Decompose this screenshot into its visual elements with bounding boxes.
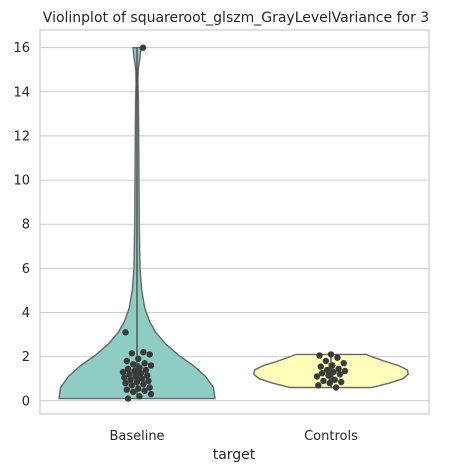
data-point-baseline (128, 382, 136, 389)
data-point-baseline (130, 388, 137, 396)
data-point-controls (335, 365, 342, 372)
data-point-baseline (135, 385, 142, 392)
data-point-controls (316, 352, 323, 359)
data-point-baseline (119, 368, 127, 376)
data-point-baseline (140, 349, 147, 356)
data-point-baseline (142, 366, 150, 374)
y-tick-label-16: 16 (13, 41, 30, 56)
data-point-controls (322, 357, 330, 365)
data-point-baseline (147, 362, 155, 369)
data-point-baseline (139, 44, 147, 51)
y-tick-label-6: 6 (22, 262, 30, 277)
data-point-baseline (141, 387, 148, 394)
data-point-baseline (123, 357, 130, 365)
y-tick-label-12: 12 (13, 129, 30, 144)
data-point-controls (341, 367, 349, 375)
data-point-baseline (126, 371, 133, 378)
x-tick-labels: Baseline Controls (109, 429, 358, 444)
x-tick-label-baseline: Baseline (109, 429, 164, 444)
violin-layer (58, 47, 409, 400)
y-tick-labels: 0 2 4 6 8 10 12 14 16 (13, 41, 30, 409)
data-point-controls (327, 351, 335, 358)
data-point-controls (329, 362, 336, 369)
data-point-controls (330, 368, 337, 376)
data-point-controls (317, 363, 324, 370)
grid-layer (40, 47, 429, 402)
y-tick-label-10: 10 (13, 174, 30, 189)
data-point-controls (315, 382, 322, 389)
data-point-baseline (147, 390, 155, 398)
y-tick-label-4: 4 (22, 306, 30, 321)
data-point-baseline (146, 351, 153, 358)
y-tick-label-2: 2 (22, 350, 30, 365)
data-point-controls (336, 371, 344, 378)
data-point-controls (332, 384, 340, 391)
data-point-controls (326, 379, 333, 387)
data-point-controls (320, 377, 327, 385)
data-point-controls (338, 378, 345, 386)
data-point-controls (324, 366, 331, 374)
x-tick-label-controls: Controls (304, 429, 358, 444)
y-tick-label-0: 0 (22, 394, 30, 409)
data-point-baseline (144, 372, 151, 379)
data-point-baseline (133, 378, 141, 386)
data-point-baseline (136, 364, 143, 371)
data-point-controls (334, 354, 341, 361)
y-tick-label-8: 8 (22, 218, 30, 233)
data-point-baseline (132, 373, 139, 380)
points-layer (119, 44, 349, 402)
data-point-controls (325, 372, 332, 379)
data-point-controls (340, 360, 347, 367)
data-point-baseline (135, 355, 142, 362)
data-point-baseline (145, 377, 152, 385)
data-point-controls (313, 373, 321, 380)
plot-frame (39, 29, 430, 415)
data-point-baseline (130, 361, 137, 368)
data-point-baseline (124, 395, 132, 402)
data-point-controls (318, 370, 326, 377)
data-point-baseline (137, 370, 144, 377)
y-tick-label-14: 14 (13, 85, 30, 100)
data-point-baseline (122, 329, 129, 336)
x-axis-label: target (213, 447, 256, 463)
chart-title: Violinplot of squareroot_glszm_GrayLevel… (43, 10, 429, 26)
data-point-baseline (127, 376, 134, 383)
data-point-baseline (136, 393, 143, 400)
data-point-controls (331, 376, 338, 383)
data-point-baseline (122, 379, 129, 387)
data-point-baseline (141, 360, 148, 367)
data-point-baseline (146, 384, 153, 391)
data-point-baseline (140, 381, 147, 388)
data-point-baseline (138, 375, 146, 382)
data-point-baseline (124, 365, 132, 372)
data-point-baseline (121, 374, 128, 381)
data-point-baseline (123, 386, 130, 393)
data-point-baseline (131, 367, 138, 375)
data-point-baseline (128, 350, 136, 357)
